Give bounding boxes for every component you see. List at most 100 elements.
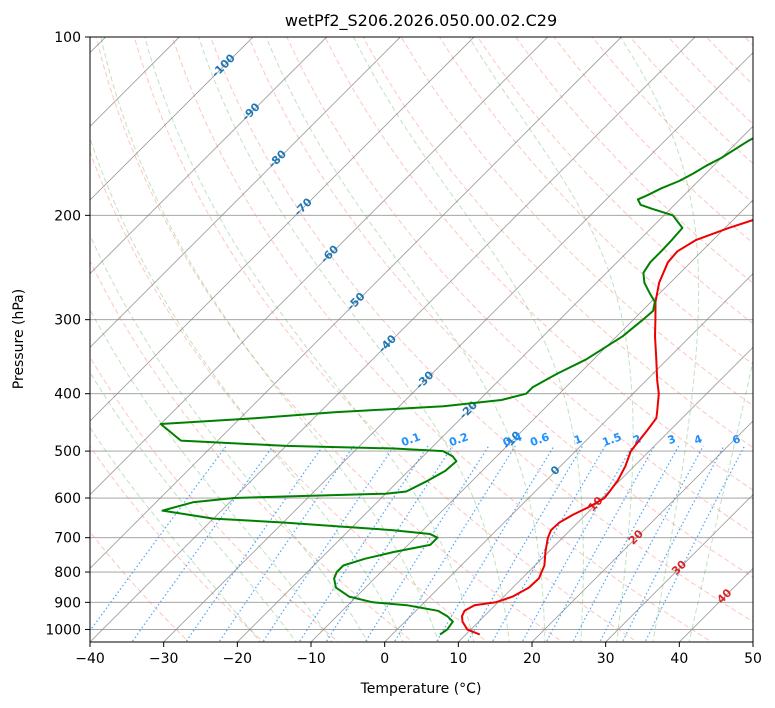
isotherm-label: -50 [344, 290, 367, 313]
moist-adiabat-line [198, 37, 510, 642]
isotherm-label: 40 [714, 586, 734, 606]
dry-adiabat-line [286, 37, 753, 534]
y-axis-label: Pressure (hPa) [11, 289, 27, 389]
isotherm-label: -60 [318, 242, 341, 265]
mixing-ratio-line [298, 445, 429, 642]
mixing-ratio-label: 1.5 [601, 430, 624, 449]
plot-frame [89, 36, 754, 643]
x-tick-label: −10 [296, 651, 326, 667]
mixing-ratio-line [466, 445, 584, 642]
dry-adiabat-line [591, 37, 753, 204]
isotherm-label: -80 [266, 147, 289, 170]
mixing-ratio-line [262, 445, 395, 642]
mixing-ratio-label: 3 [666, 432, 678, 447]
y-tick-label: 900 [54, 595, 81, 611]
x-tick-label: 10 [449, 651, 467, 667]
dry-adiabat-line [362, 37, 753, 449]
mixing-ratio-label: 0.2 [447, 430, 470, 449]
isotherm-line [163, 52, 753, 642]
x-tick-label: 40 [670, 651, 688, 667]
mixing-ratio-label: 0.4 [501, 430, 524, 449]
mixing-ratio-line [572, 445, 680, 642]
dry-adiabat-line [90, 531, 190, 642]
dewpoint-trace [159, 137, 753, 636]
isotherm-line [310, 199, 753, 642]
isotherm-line [531, 420, 753, 642]
x-tick-label: 30 [597, 651, 615, 667]
x-tick-label: −40 [75, 651, 105, 667]
y-tick-label: 100 [54, 30, 81, 46]
chart-title: wetPf2_S206.2026.050.00.02.C29 [285, 11, 557, 31]
mixing-ratio-label: 4 [692, 432, 704, 447]
axis-ticks: −40 −30 −20 −10 0 10 20 30 40 5010020030040050060… [45, 30, 762, 667]
dry-adiabat-line [744, 37, 753, 47]
y-tick-label: 600 [54, 491, 81, 507]
temperature-trace [461, 219, 753, 636]
dry-adiabat-line [90, 150, 489, 642]
mixing-ratio-label: 8 [757, 432, 769, 447]
mixing-ratio-label: 6 [731, 432, 743, 447]
x-tick-label: −20 [223, 651, 253, 667]
moist-adiabat-line [90, 426, 261, 642]
isotherm-line [237, 125, 753, 642]
moist-adiabat-line [100, 37, 440, 642]
isotherm-line [90, 37, 548, 496]
mixing-ratio-line [185, 445, 324, 642]
moist-adiabat-line [90, 371, 297, 642]
isotherm-line [90, 37, 696, 642]
dry-adiabat-line [248, 37, 753, 578]
mixing-ratio-label: 0.1 [399, 430, 422, 449]
mixing-ratio-label: 2 [631, 432, 643, 447]
isotherm-label: -40 [376, 332, 399, 355]
x-tick-label: −30 [149, 651, 179, 667]
dry-adiabat-line [90, 445, 265, 642]
mixing-ratio-line [491, 445, 606, 642]
y-tick-label: 400 [54, 387, 81, 403]
isotherm-line [90, 37, 622, 569]
x-tick-label: 50 [744, 651, 762, 667]
mixing-ratio-line [599, 445, 704, 642]
mixing-ratio-line [325, 445, 454, 642]
isotherm-line [605, 494, 753, 642]
dry-adiabat-line [171, 37, 713, 642]
mixing-ratio-line [218, 445, 355, 642]
isotherm-line [90, 37, 401, 348]
dry-adiabat-line [90, 356, 339, 642]
mixing-ratio-label: 0.6 [528, 430, 551, 449]
moist-adiabat-line [620, 37, 700, 642]
y-tick-label: 300 [54, 313, 81, 329]
dry-adiabat-line [477, 37, 753, 325]
mixing-ratio-line [393, 445, 516, 642]
isotherm-line [458, 346, 753, 642]
profile-traces [159, 137, 753, 636]
dry-adiabat-line [515, 37, 753, 284]
background-lines [90, 37, 753, 642]
dry-adiabat-line [438, 37, 753, 366]
y-tick-label: 700 [54, 531, 81, 547]
moist-adiabat-line [90, 233, 369, 642]
dry-adiabat-line [210, 37, 753, 623]
isotherm-label: -30 [413, 368, 436, 391]
dry-adiabat-line [95, 37, 564, 642]
isotherm-line [90, 37, 475, 422]
moist-adiabat-line [688, 358, 753, 642]
isotherm-label: -90 [239, 100, 262, 123]
moist-adiabat-line [468, 37, 634, 642]
isotherm-label: -100 [209, 51, 238, 80]
isotherm-line [384, 273, 753, 642]
x-tick-label: 0 [380, 651, 389, 667]
x-axis-label: Temperature (°C) [360, 681, 482, 697]
isotherm-line [90, 37, 254, 201]
mixing-ratio-label: 1 [572, 432, 584, 447]
y-tick-label: 200 [54, 208, 81, 224]
moist-adiabat-line [90, 136, 404, 642]
dry-adiabat-line [90, 259, 414, 642]
dry-adiabat-line [706, 37, 753, 86]
moist-adiabat-line [90, 308, 333, 642]
isotherm-line [90, 37, 327, 275]
moist-adiabat-line [353, 37, 584, 642]
isotherm-label: 0 [548, 463, 563, 478]
dry-adiabat-line [133, 37, 638, 642]
moist-adiabat-line [265, 37, 546, 642]
